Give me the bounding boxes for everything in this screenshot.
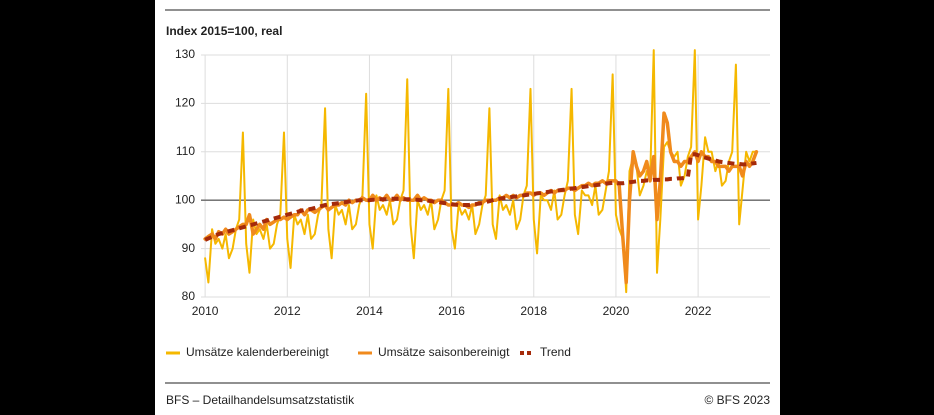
x-tick-label: 2012 xyxy=(274,304,301,318)
series-line xyxy=(204,152,757,242)
x-tick-label: 2014 xyxy=(356,304,383,318)
y-tick-label: 90 xyxy=(182,241,196,255)
y-tick-label: 110 xyxy=(176,144,195,158)
y-tick-label: 80 xyxy=(182,289,196,303)
y-tick-label: 120 xyxy=(175,96,195,110)
x-tick-label: 2018 xyxy=(520,304,547,318)
legend-label: Umsätze saisonbereinigt xyxy=(378,345,510,359)
x-tick-label: 2010 xyxy=(192,304,219,318)
x-tick-label: 2020 xyxy=(603,304,630,318)
legend-label: Umsätze kalenderbereinigt xyxy=(186,345,329,359)
legend-label: Trend xyxy=(540,345,571,359)
chart-title: Index 2015=100, real xyxy=(166,24,282,38)
x-tick-label: 2016 xyxy=(438,304,465,318)
y-tick-label: 130 xyxy=(175,47,195,61)
footer-copyright: © BFS 2023 xyxy=(704,393,770,407)
y-tick-label: 100 xyxy=(175,192,195,206)
footer-source: BFS – Detailhandelsumsatzstatistik xyxy=(166,393,355,407)
series-line xyxy=(204,49,758,294)
x-tick-label: 2022 xyxy=(685,304,712,318)
